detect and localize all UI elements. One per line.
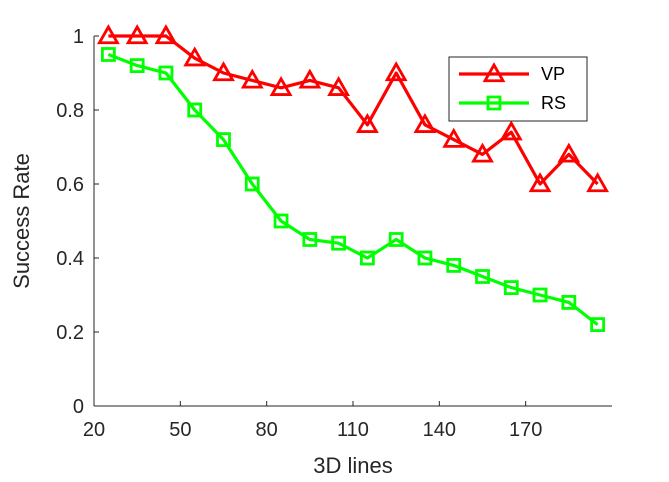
data-point-rs	[503, 280, 519, 296]
data-point-vp	[125, 24, 149, 45]
y-tick-label: 0.4	[56, 248, 84, 270]
data-point-rs	[273, 213, 289, 229]
axes: 20 50 80 110 140 170 0 0.2 0.4 0.6 0.8 1	[56, 26, 612, 441]
data-point-vp	[384, 61, 408, 82]
data-point-vp	[298, 68, 322, 89]
x-tick-label: 170	[509, 419, 542, 441]
data-point-vp	[586, 172, 610, 193]
data-point-rs	[590, 317, 606, 333]
y-tick-label: 0.8	[56, 100, 84, 122]
legend-marker-vp	[482, 62, 506, 83]
x-axis-title: 3D lines	[313, 453, 392, 478]
data-point-rs	[187, 102, 203, 118]
data-point-rs	[475, 269, 490, 284]
data-point-vp	[499, 120, 523, 141]
data-point-rs	[100, 47, 116, 62]
legend-entry-vp: VP	[459, 62, 565, 84]
series-rs	[100, 47, 606, 333]
data-point-rs	[244, 176, 260, 192]
x-tick-label: 110	[337, 419, 369, 441]
data-point-rs	[216, 132, 231, 148]
legend-box	[448, 56, 588, 122]
data-point-vp	[183, 46, 207, 67]
data-point-vp	[355, 112, 379, 133]
x-tick-label: 80	[256, 419, 278, 441]
data-point-rs	[446, 257, 462, 273]
series-vp-line	[108, 34, 599, 186]
y-tick-label: 0.6	[56, 174, 84, 196]
y-tick-label: 0.2	[56, 322, 84, 344]
data-point-rs	[331, 235, 347, 251]
data-point-vp	[269, 75, 293, 96]
data-point-rs	[532, 287, 548, 303]
legend-marker-rs	[486, 95, 502, 111]
data-point-rs	[561, 294, 577, 310]
data-point-vp	[96, 24, 120, 45]
series-vp	[96, 24, 610, 193]
legend: VP RS	[448, 56, 588, 122]
x-tick-label: 140	[423, 419, 456, 441]
data-point-rs	[388, 232, 404, 247]
data-point-vp	[413, 112, 437, 133]
data-point-vp	[442, 127, 466, 148]
x-tick-label: 20	[83, 419, 105, 441]
data-point-rs	[417, 250, 433, 266]
data-point-vp	[471, 142, 494, 163]
data-point-vp	[528, 172, 552, 193]
data-point-vp	[557, 142, 581, 163]
data-point-rs	[359, 250, 375, 266]
legend-label-vp: VP	[541, 64, 565, 84]
y-tick-label: 1	[73, 26, 84, 48]
x-tick-label: 50	[169, 419, 191, 441]
plot-area	[96, 24, 610, 333]
data-point-rs	[129, 58, 145, 73]
data-point-rs	[158, 65, 174, 81]
data-point-rs	[302, 232, 318, 247]
y-tick-label: 0	[73, 396, 84, 418]
y-axis-title: Success Rate	[9, 153, 34, 289]
legend-label-rs: RS	[541, 93, 566, 113]
data-point-vp	[240, 68, 264, 89]
data-point-vp	[212, 61, 235, 82]
data-point-vp	[327, 75, 351, 96]
legend-entry-rs: RS	[459, 93, 566, 113]
data-point-vp	[154, 24, 178, 45]
